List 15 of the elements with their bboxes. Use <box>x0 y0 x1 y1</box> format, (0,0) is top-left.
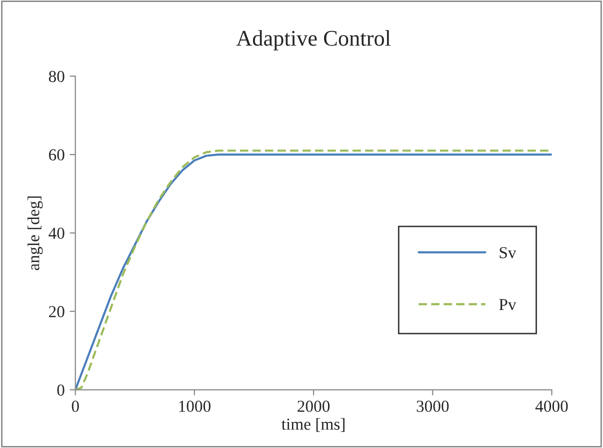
x-tick-label: 4000 <box>535 400 568 412</box>
y-tick-label: 80 <box>48 70 64 82</box>
y-tick-label: 60 <box>49 149 64 161</box>
chart-title: Adaptive Control <box>236 30 391 50</box>
y-tick-label: 0 <box>57 384 64 396</box>
y-tick-label: 20 <box>49 306 64 318</box>
x-tick-label: 3000 <box>416 400 449 412</box>
y-tick-label: 40 <box>48 228 64 239</box>
y-axis-title: angle [deg] <box>28 196 43 270</box>
x-tick-label: 1000 <box>179 400 210 412</box>
x-axis-title: time [ms] <box>282 418 344 432</box>
legend-label: Pv <box>499 299 516 310</box>
x-tick-label: 0 <box>72 400 79 412</box>
x-tick-label: 2000 <box>298 400 330 412</box>
legend-label: Sv <box>500 247 516 258</box>
